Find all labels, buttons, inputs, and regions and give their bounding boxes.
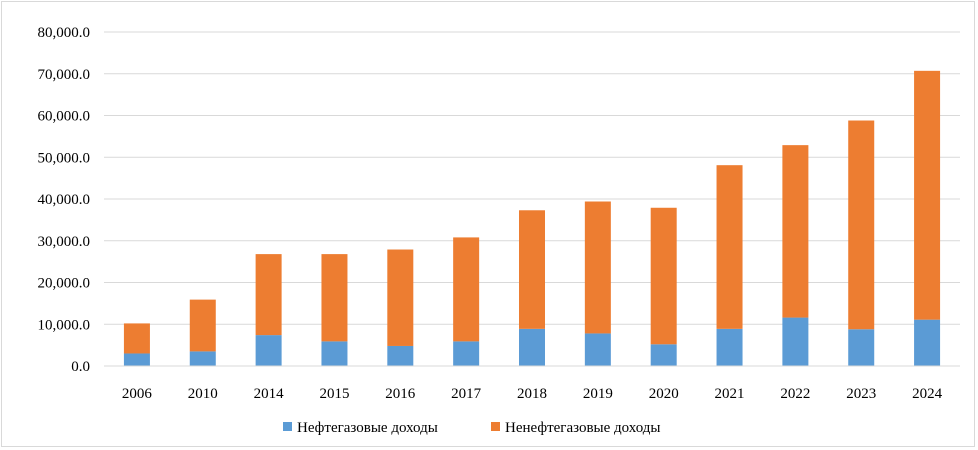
bar-series-1 — [519, 328, 545, 366]
bar-series-2 — [716, 165, 743, 329]
legend-swatch-2 — [491, 422, 500, 431]
bar-series-2 — [321, 254, 348, 342]
legend: Нефтегазовые доходы Ненефтегазовые доходы — [283, 420, 660, 436]
x-tick-label: 2022 — [780, 386, 810, 402]
legend-label-2: Ненефтегазовые доходы — [505, 420, 660, 436]
x-tick-label: 2015 — [319, 386, 349, 402]
x-tick-label: 2021 — [715, 386, 745, 402]
bar-series-1 — [387, 345, 414, 366]
x-tick-label: 2010 — [188, 386, 218, 402]
x-tick-label: 2017 — [451, 386, 482, 402]
bar-series-2 — [848, 120, 875, 330]
bar-series-2 — [584, 201, 611, 334]
legend-swatch-1 — [283, 422, 292, 431]
bar-series-1 — [848, 329, 875, 366]
bar-series-2 — [255, 254, 282, 336]
bar-series-2 — [387, 249, 414, 346]
bar-series-1 — [321, 341, 348, 366]
x-tick-label: 2024 — [912, 386, 943, 402]
bars — [123, 70, 941, 366]
y-tick-label: 20,000.0 — [38, 276, 91, 292]
y-tick-label: 70,000.0 — [38, 67, 91, 83]
bar-series-1 — [453, 341, 480, 366]
x-tick-label: 2006 — [122, 386, 153, 402]
bar-series-1 — [914, 319, 941, 366]
x-tick-label: 2019 — [583, 386, 613, 402]
x-tick-label: 2018 — [517, 386, 547, 402]
bar-series-1 — [650, 344, 677, 366]
bar-series-1 — [189, 351, 216, 366]
x-tick-labels: 2006 2010 2014 2015 2016 2017 2018 2019 2020 2021… — [122, 386, 943, 402]
y-tick-label: 80,000.0 — [38, 25, 91, 41]
y-tick-label: 50,000.0 — [38, 150, 91, 166]
bar-series-1 — [123, 353, 150, 366]
y-tick-label: 30,000.0 — [38, 234, 91, 250]
bar-series-2 — [782, 145, 809, 318]
x-tick-label: 2014 — [254, 386, 285, 402]
y-tick-label: 40,000.0 — [38, 192, 91, 208]
x-tick-label: 2020 — [649, 386, 679, 402]
bar-series-2 — [123, 323, 150, 354]
bar-series-1 — [255, 335, 282, 366]
bar-series-1 — [782, 317, 809, 366]
x-tick-label: 2023 — [846, 386, 876, 402]
y-tick-labels: 0.0 10,000.0 20,000.0 30,000.0 40,000.0 50,00… — [38, 25, 91, 375]
bar-series-2 — [914, 70, 941, 320]
y-tick-label: 0.0 — [71, 359, 90, 375]
y-tick-label: 10,000.0 — [38, 317, 91, 333]
bar-series-1 — [584, 333, 611, 366]
y-tick-label: 60,000.0 — [38, 109, 91, 125]
bar-series-2 — [519, 210, 545, 329]
bar-series-1 — [716, 328, 743, 366]
bar-series-2 — [453, 237, 480, 342]
x-tick-label: 2016 — [385, 386, 416, 402]
bar-series-2 — [189, 299, 216, 352]
gridlines — [104, 31, 960, 325]
bar-series-2 — [650, 207, 677, 345]
legend-label-1: Нефтегазовые доходы — [297, 420, 438, 436]
